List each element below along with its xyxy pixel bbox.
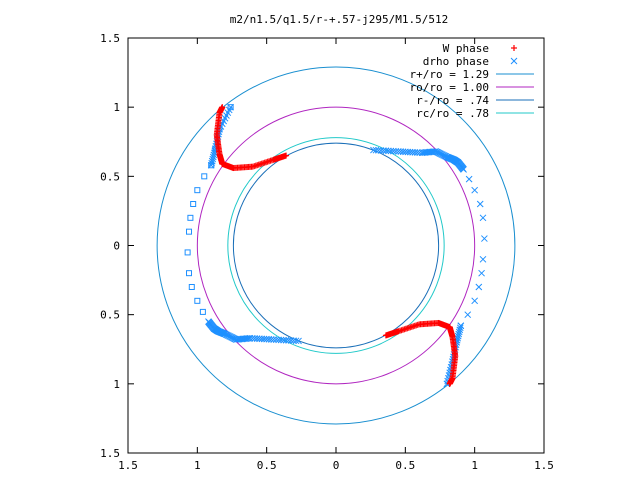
- drho-point: [209, 155, 217, 163]
- drho-point: [471, 186, 479, 194]
- drho-point: [385, 147, 392, 155]
- drho-point: [292, 337, 300, 345]
- drho-point: [481, 235, 488, 242]
- w-phase-point: [283, 152, 290, 159]
- drho-point: [464, 311, 472, 319]
- drho-point: [456, 326, 464, 334]
- x-tick-label: 0: [333, 459, 340, 472]
- w-phase-point: [382, 332, 389, 339]
- legend-label: drho phase: [423, 55, 489, 68]
- drho-point: [210, 151, 218, 159]
- legend-label: r+/ro = 1.29: [410, 68, 489, 81]
- drho-point: [455, 328, 463, 336]
- y-tick-label: 0: [113, 240, 120, 253]
- y-tick-label: 0.5: [100, 309, 120, 322]
- x-tick-label: 1: [471, 459, 478, 472]
- drho-point: [275, 336, 282, 344]
- drho-point: [471, 297, 479, 305]
- x-tick-label: 1.5: [534, 459, 554, 472]
- circle-3: [227, 137, 445, 354]
- y-tick-label: 1: [113, 378, 120, 391]
- drho-point: [476, 200, 484, 208]
- drho-point: [377, 147, 385, 154]
- circle-2: [232, 142, 440, 349]
- drho-point: [285, 337, 292, 344]
- y-tick-label: 1.5: [100, 447, 120, 460]
- drho-point: [370, 146, 377, 154]
- drho-point: [387, 147, 395, 155]
- drho-point: [382, 147, 390, 155]
- drho-point: [479, 255, 487, 263]
- drho-point: [280, 336, 287, 344]
- drho-point: [188, 284, 195, 290]
- drho-point: [207, 161, 215, 169]
- drho-point: [194, 297, 201, 304]
- phase-points: [184, 103, 488, 388]
- circle-0: [156, 66, 516, 425]
- circle-1: [196, 106, 476, 385]
- drho-point: [454, 332, 462, 340]
- drho-point: [375, 146, 382, 154]
- drho-point: [465, 175, 473, 183]
- drho-point: [478, 269, 485, 277]
- drho-point: [187, 214, 194, 221]
- drho-point: [208, 157, 216, 165]
- drho-point: [199, 308, 206, 315]
- legend-label: ro/ro = 1.00: [410, 81, 489, 94]
- drho-point: [475, 283, 483, 291]
- drho-point: [479, 214, 487, 222]
- drho-point: [372, 146, 380, 154]
- drho-point: [290, 337, 297, 345]
- w-phase-point: [446, 380, 453, 387]
- drho-point: [210, 149, 218, 157]
- drho-point: [190, 201, 197, 207]
- drho-point: [454, 334, 462, 342]
- drho-point: [457, 322, 465, 330]
- drho-point: [227, 103, 234, 111]
- y-tick-label: 1: [113, 101, 120, 114]
- x-tick-label: 1.5: [118, 459, 138, 472]
- drho-point: [380, 147, 387, 154]
- x-tick-label: 0.5: [395, 459, 415, 472]
- drho-point: [184, 249, 191, 256]
- drho-point: [201, 173, 208, 180]
- drho-point: [282, 336, 290, 344]
- drho-point: [205, 318, 212, 325]
- y-tick-label: 0.5: [100, 170, 120, 183]
- w-phase-point: [219, 104, 226, 111]
- legend-label: W phase: [443, 42, 489, 55]
- legend-marker: [510, 57, 518, 65]
- drho-point: [455, 330, 463, 338]
- drho-point: [390, 147, 397, 155]
- x-tick-label: 0.5: [257, 459, 277, 472]
- drho-point: [287, 337, 295, 344]
- chart-title: m2/n1.5/q1.5/r-+.57-j295/M1.5/512: [230, 13, 449, 26]
- legend-label: rc/ro = .78: [416, 107, 489, 120]
- drho-point: [186, 270, 193, 277]
- x-tick-label: 1: [194, 459, 201, 472]
- legend-label: r-/ro = .74: [416, 94, 489, 107]
- drho-point: [456, 324, 464, 332]
- drho-point: [194, 187, 201, 194]
- drho-point: [186, 228, 193, 235]
- drho-point: [295, 337, 302, 345]
- drho-point: [460, 166, 467, 173]
- drho-point: [209, 153, 217, 161]
- drho-point: [208, 159, 216, 167]
- y-tick-label: 1.5: [100, 32, 120, 45]
- drho-point: [277, 336, 285, 344]
- reference-circles: [156, 66, 516, 425]
